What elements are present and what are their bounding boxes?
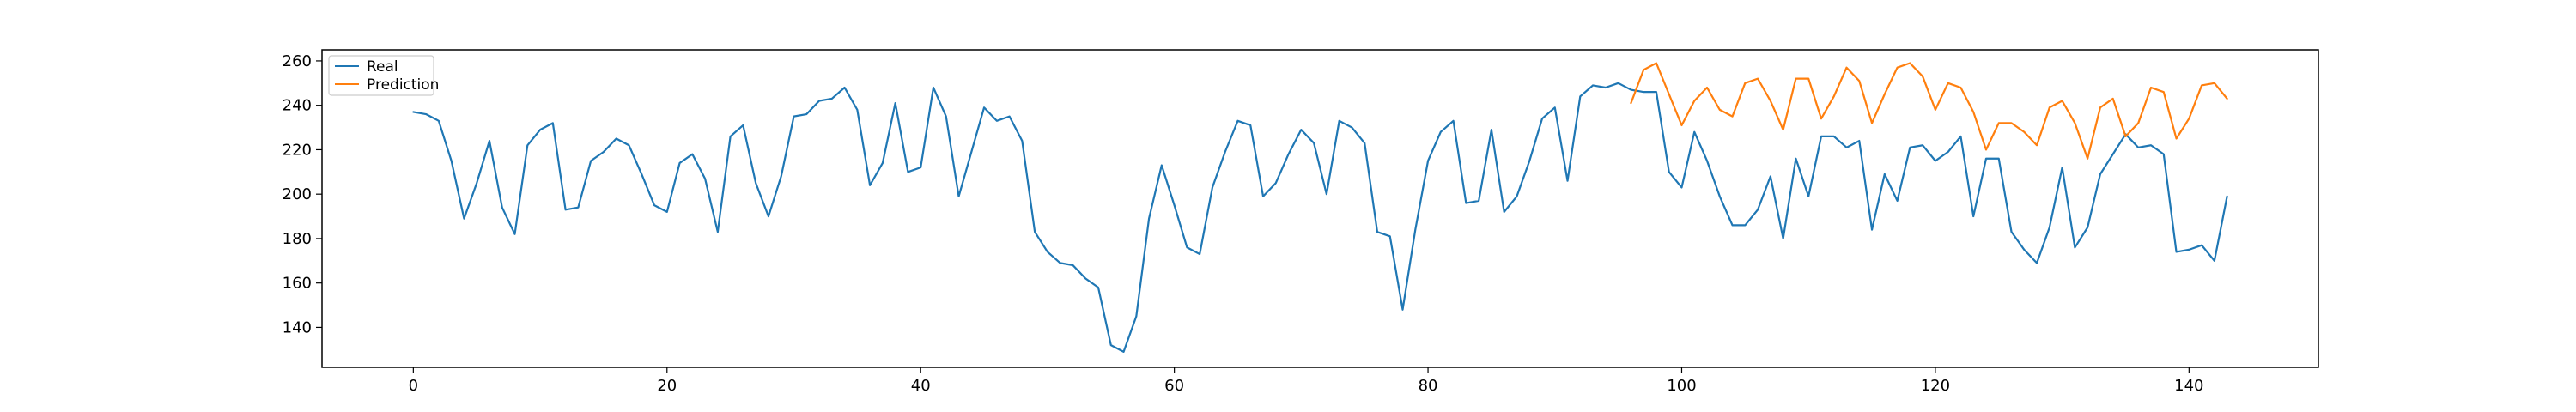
x-tick-label: 120 [1921, 377, 1950, 395]
y-tick-label: 140 [283, 318, 312, 336]
plot-area [322, 50, 2318, 367]
x-tick-label: 140 [2174, 377, 2203, 395]
x-tick-label: 40 [911, 377, 931, 395]
x-tick-label: 20 [657, 377, 677, 395]
y-tick-label: 240 [283, 97, 312, 115]
y-tick-label: 200 [283, 185, 312, 203]
x-tick-label: 80 [1419, 377, 1438, 395]
y-axis: 140 160 180 200 220 240 260 [283, 52, 322, 336]
series-line-real [412, 82, 2228, 353]
y-tick-label: 160 [283, 275, 312, 293]
x-tick-label: 60 [1164, 377, 1184, 395]
legend: Real Prediction [328, 55, 439, 96]
x-tick-label: 100 [1667, 377, 1696, 395]
plot-frame [321, 49, 2319, 368]
x-axis: 0 20 40 60 80 100 120 140 [409, 367, 2204, 395]
y-tick-label: 180 [283, 230, 312, 248]
series-lines [412, 62, 2228, 353]
x-tick-label: 0 [409, 377, 418, 395]
legend-label-real: Real [367, 58, 398, 76]
y-tick-label: 260 [283, 52, 312, 70]
legend-label-prediction: Prediction [367, 76, 439, 94]
y-tick-label: 220 [283, 141, 312, 159]
series-line-prediction [1630, 62, 2228, 160]
